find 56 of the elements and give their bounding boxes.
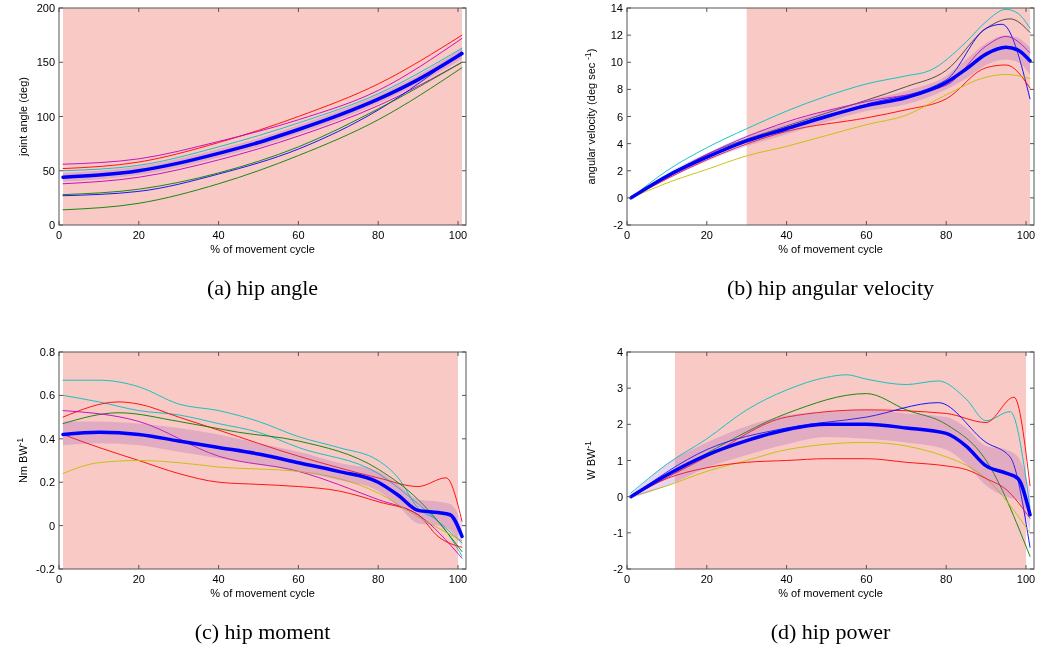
y-tick-label: 4 — [616, 137, 623, 150]
x-tick-label: 60 — [292, 573, 305, 585]
x-axis-title: % of movement cycle — [778, 243, 883, 255]
x-tick-label: 20 — [700, 229, 713, 241]
y-tick-label: -0.2 — [36, 563, 55, 575]
x-tick-label: 40 — [780, 229, 793, 241]
x-tick-label: 80 — [372, 229, 385, 241]
x-axis-title: % of movement cycle — [778, 587, 883, 599]
y-tick-label: 0.2 — [39, 476, 55, 489]
y-tick-label: 3 — [616, 382, 623, 395]
text: (a) hip angle — [206, 275, 319, 300]
y-tick-label: 6 — [616, 110, 623, 123]
x-tick-label: 100 — [1016, 573, 1036, 585]
text: (c) hip moment — [194, 619, 331, 644]
x-axis-title: % of movement cycle — [210, 587, 315, 599]
y-tick-label: -1 — [613, 526, 623, 539]
text: (d) hip power — [770, 619, 892, 644]
y-tick-label: 12 — [610, 29, 623, 42]
x-tick-label: 100 — [448, 229, 468, 241]
x-tick-label: 20 — [132, 573, 145, 585]
y-tick-label: 150 — [36, 56, 55, 69]
y-tick-label: 1 — [616, 454, 623, 467]
x-tick-label: 100 — [448, 573, 468, 585]
y-tick-label: 200 — [36, 2, 55, 14]
x-tick-label: 40 — [780, 573, 793, 585]
text: (b) hip angular velocity — [726, 275, 935, 300]
y-tick-label: -2 — [613, 219, 623, 231]
y-tick-label: 2 — [616, 418, 623, 431]
x-tick-label: 40 — [212, 229, 225, 241]
y-tick-label: 0 — [616, 191, 623, 204]
y-tick-label: 8 — [616, 83, 623, 96]
y-tick-label: 14 — [610, 2, 623, 14]
x-tick-label: 60 — [860, 573, 873, 585]
y-tick-label: 0 — [48, 219, 55, 231]
y-tick-label: 0 — [48, 519, 55, 532]
y-tick-label: 4 — [616, 346, 623, 358]
x-tick-label: 20 — [700, 573, 713, 585]
x-tick-label: 100 — [1016, 229, 1036, 241]
y-tick-label: 50 — [42, 164, 55, 177]
y-tick-label: -2 — [613, 563, 623, 575]
y-axis-title: joint angle (deg) — [17, 77, 29, 157]
y-tick-label: 0.8 — [39, 346, 55, 358]
y-tick-label: 0 — [616, 490, 623, 503]
x-tick-label: 40 — [212, 573, 225, 585]
x-tick-label: 80 — [940, 229, 953, 241]
x-tick-label: 60 — [292, 229, 305, 241]
x-tick-label: 80 — [372, 573, 385, 585]
y-tick-label: 0.6 — [39, 389, 55, 402]
x-tick-label: 60 — [860, 229, 873, 241]
x-axis-title: % of movement cycle — [210, 243, 315, 255]
y-tick-label: 0.4 — [39, 432, 55, 445]
y-tick-label: 100 — [36, 110, 55, 123]
x-tick-label: 20 — [132, 229, 145, 241]
x-tick-label: 80 — [940, 573, 953, 585]
y-tick-label: 10 — [610, 56, 623, 69]
y-tick-label: 2 — [616, 164, 623, 177]
